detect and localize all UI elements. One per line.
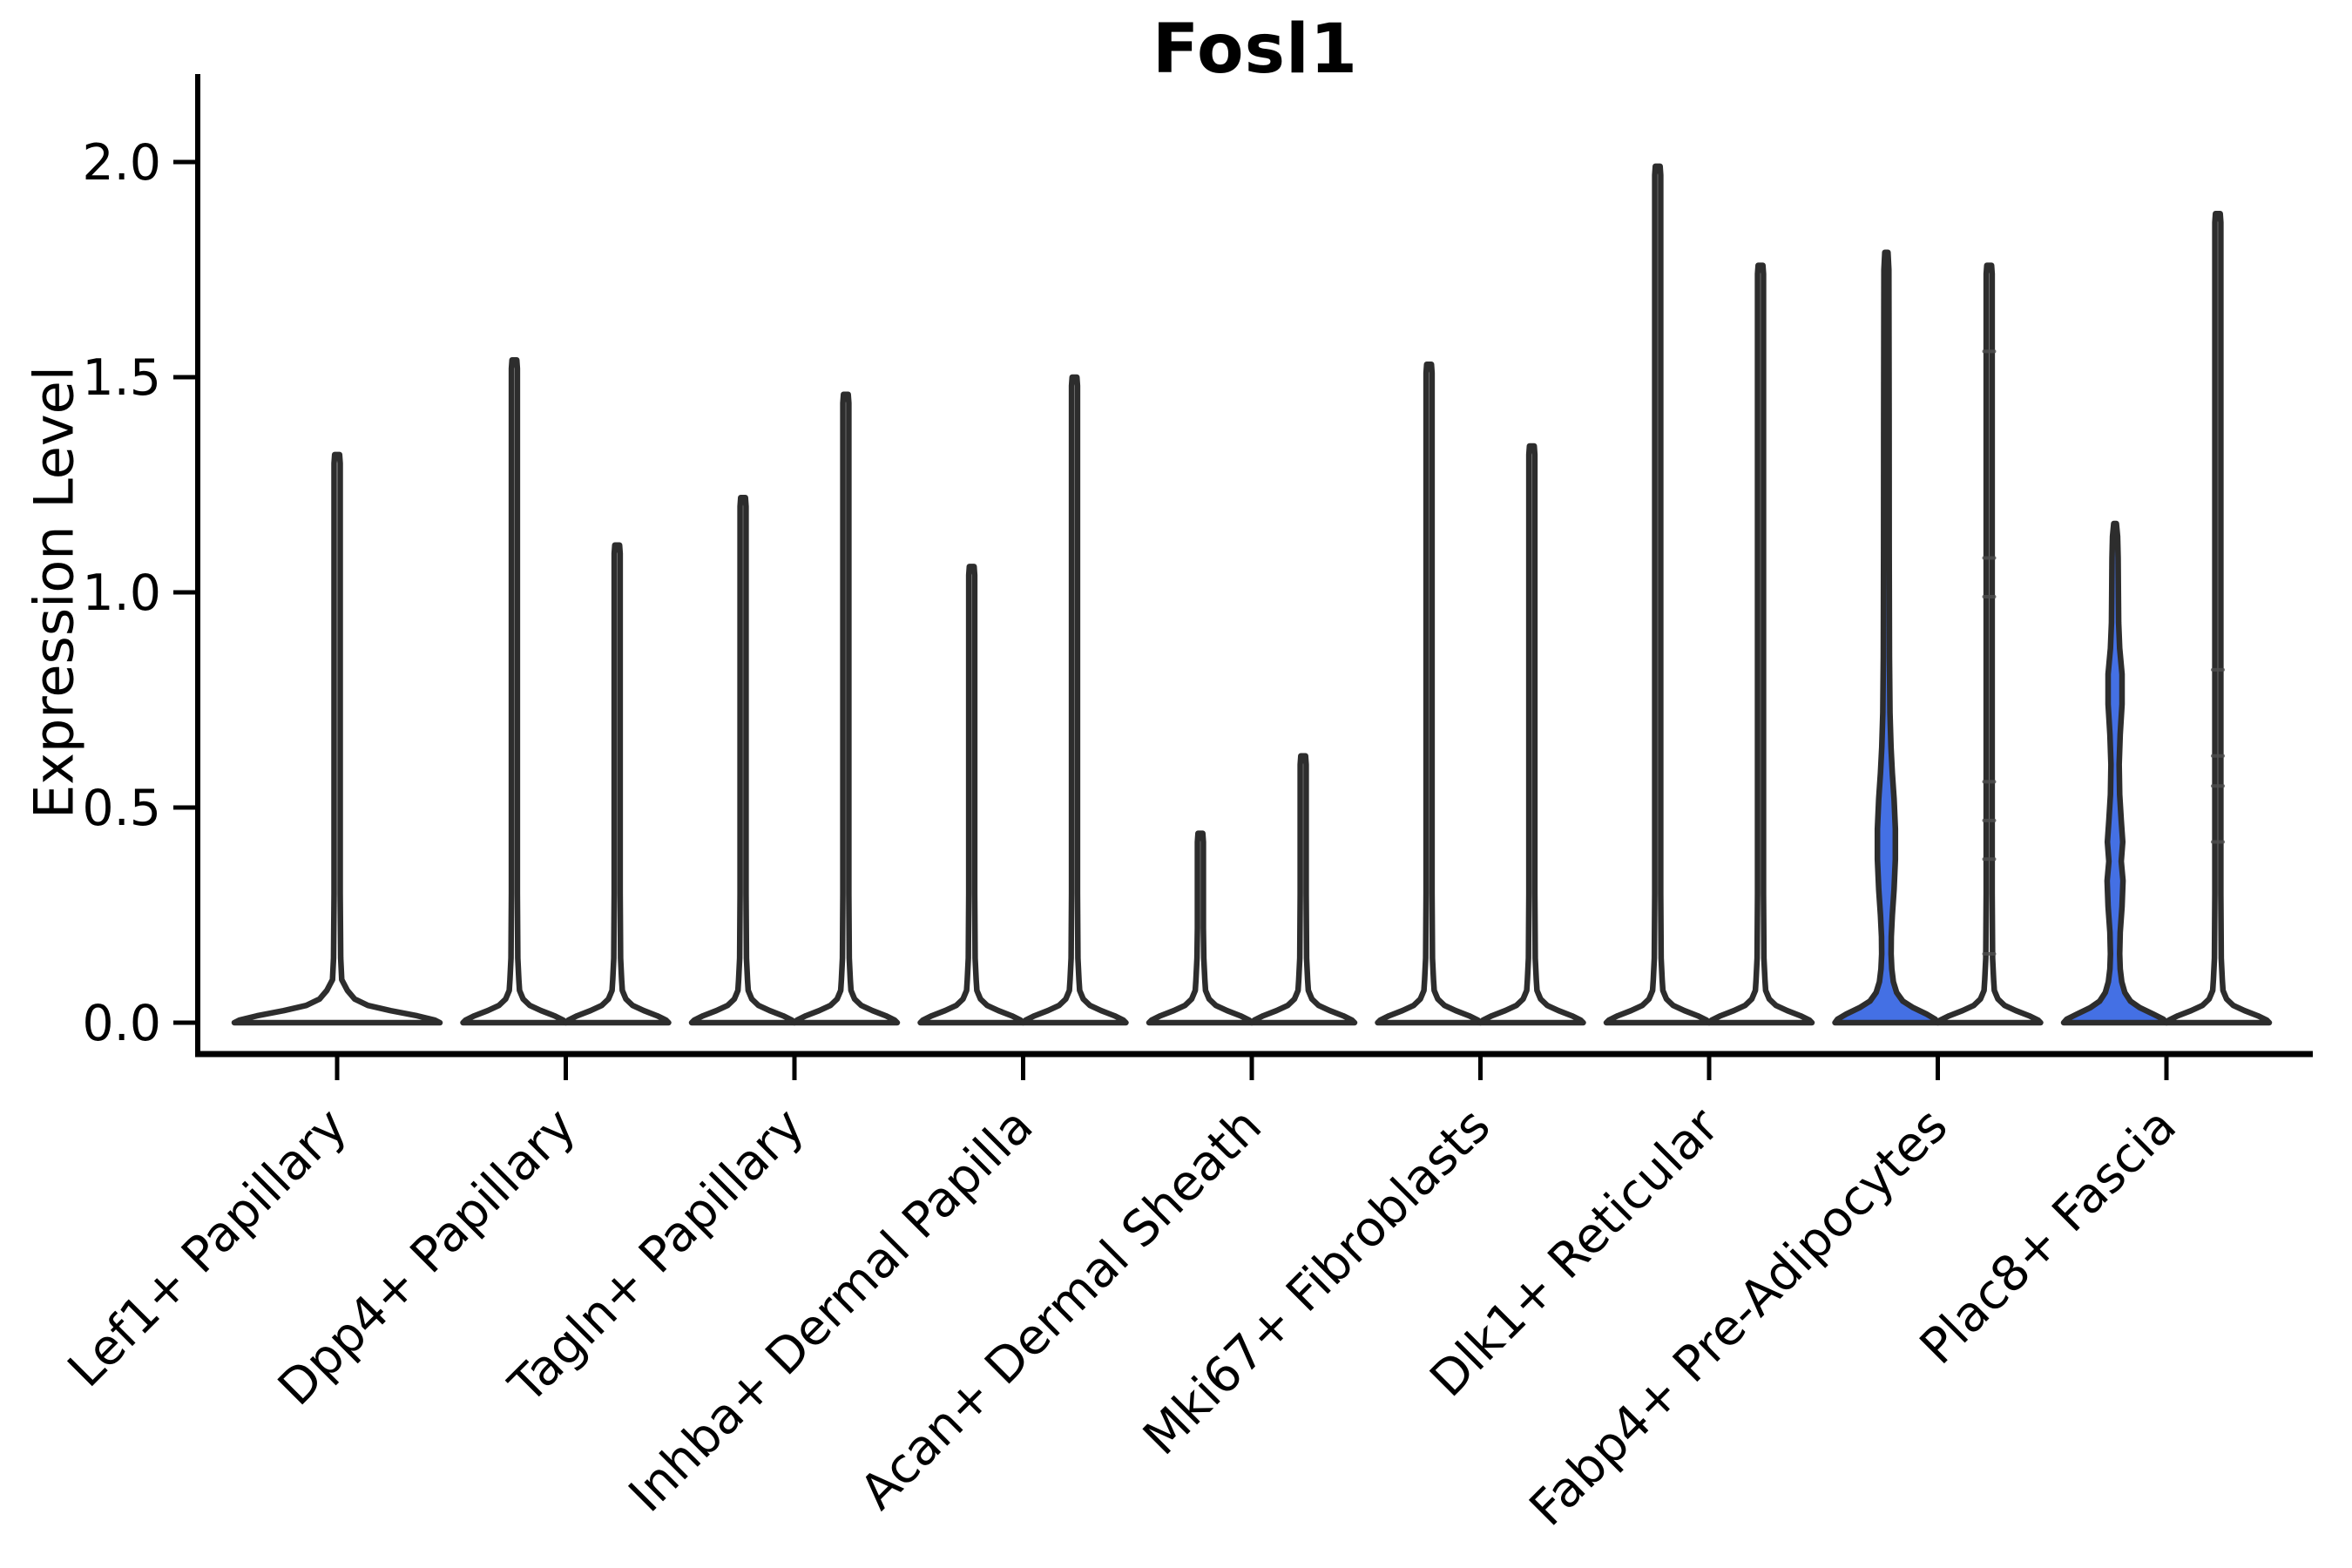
y-tick-label: 0.0 bbox=[82, 995, 161, 1052]
data-point-mark bbox=[1982, 951, 1997, 956]
data-point-mark bbox=[2211, 840, 2225, 844]
violin-9-2 bbox=[2163, 211, 2273, 1026]
data-point-mark bbox=[1982, 556, 1997, 560]
violin-8-2 bbox=[1935, 262, 2044, 1026]
data-point-mark bbox=[1982, 349, 1997, 354]
data-point-mark bbox=[1982, 780, 1997, 784]
violin-7-1 bbox=[1603, 163, 1713, 1026]
violin-9-1 bbox=[2060, 520, 2170, 1026]
data-point-mark bbox=[1982, 818, 1997, 822]
x-tick-label: Acan+ Dermal Sheath bbox=[849, 1098, 1273, 1521]
data-point-mark bbox=[1982, 594, 1997, 598]
data-point-mark bbox=[2211, 754, 2225, 758]
data-point-mark bbox=[1982, 857, 1997, 862]
violin-7-2 bbox=[1706, 262, 1815, 1026]
data-point-mark bbox=[2211, 667, 2225, 672]
violin-1-1 bbox=[231, 451, 443, 1026]
violin-8-1 bbox=[1832, 249, 1941, 1026]
violin-6-1 bbox=[1375, 361, 1484, 1026]
chart-title: Fosl1 bbox=[1152, 10, 1359, 89]
data-point-mark bbox=[2211, 784, 2225, 788]
violin-4-2 bbox=[1020, 374, 1129, 1026]
y-tick-label: 1.5 bbox=[82, 349, 161, 407]
violin-4-1 bbox=[917, 564, 1026, 1026]
y-tick-label: 0.5 bbox=[82, 780, 161, 837]
violin-5-1 bbox=[1146, 830, 1255, 1026]
violin-2-2 bbox=[563, 542, 672, 1026]
violin-6-2 bbox=[1477, 443, 1586, 1026]
x-tick-label: Fabp4+ Pre-Adipocytes bbox=[1519, 1098, 1959, 1538]
violin-3-1 bbox=[688, 495, 798, 1026]
y-tick-label: 2.0 bbox=[82, 134, 161, 192]
x-tick-label: Inhba+ Dermal Papilla bbox=[618, 1098, 1044, 1524]
y-tick-label: 1.0 bbox=[82, 564, 161, 622]
violin-3-2 bbox=[791, 391, 901, 1026]
violin-5-2 bbox=[1248, 753, 1358, 1026]
violin-2-1 bbox=[460, 356, 569, 1026]
